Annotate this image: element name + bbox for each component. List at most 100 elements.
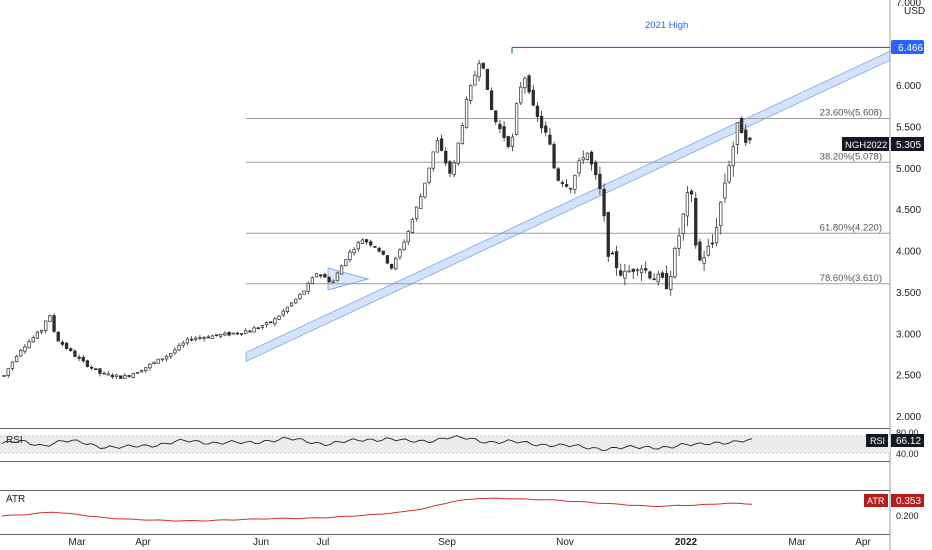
candle-body bbox=[748, 137, 752, 141]
time-tick-label: Sep bbox=[438, 537, 456, 548]
high-price-label: 6.466 bbox=[898, 43, 923, 54]
fibonacci-levels: 23.60%(5.608) 38.20%(5.078) 61.80%(4.220) 7… bbox=[246, 107, 890, 285]
time-tick-label: Nov bbox=[556, 537, 574, 548]
candle-body bbox=[81, 357, 85, 362]
candle-body bbox=[98, 368, 102, 374]
candle-body bbox=[506, 136, 510, 147]
candle-body bbox=[123, 375, 127, 379]
candle-body bbox=[127, 375, 131, 377]
candle-body bbox=[439, 138, 444, 151]
candle-body bbox=[681, 213, 685, 234]
candle-body bbox=[594, 162, 598, 176]
candle-body bbox=[2, 375, 6, 377]
yearly-high-line[interactable] bbox=[511, 46, 890, 54]
candle-body bbox=[219, 334, 223, 337]
candle-body bbox=[464, 99, 469, 128]
candle-body bbox=[735, 122, 740, 145]
pennant-pattern[interactable] bbox=[327, 267, 370, 291]
candle-body bbox=[477, 63, 481, 78]
candle-body bbox=[119, 375, 123, 379]
candle-body bbox=[327, 277, 331, 283]
candle-body bbox=[385, 255, 390, 264]
trend-channel[interactable] bbox=[245, 50, 891, 363]
atr-line bbox=[1, 497, 753, 522]
candle-body bbox=[169, 352, 173, 357]
candle-body bbox=[89, 366, 94, 369]
candle-body bbox=[460, 124, 465, 144]
price-tick-label: 2.000 bbox=[896, 412, 921, 423]
candle-body bbox=[485, 68, 490, 90]
candle-body bbox=[277, 315, 281, 320]
price-tick-label: 6.000 bbox=[896, 81, 921, 92]
candle-body bbox=[298, 294, 302, 299]
candle-body bbox=[314, 273, 319, 278]
candle-body bbox=[369, 241, 373, 246]
time-tick-label: Apr bbox=[135, 537, 151, 548]
candle-body bbox=[52, 315, 56, 332]
candle-body bbox=[356, 242, 360, 250]
candle-body bbox=[6, 368, 10, 376]
price-tick-label: 4.000 bbox=[896, 247, 921, 258]
high-price-tag bbox=[891, 40, 924, 54]
candle-body bbox=[269, 321, 273, 324]
candle-body bbox=[214, 334, 219, 337]
candle-body bbox=[14, 355, 19, 363]
candle-body bbox=[110, 374, 115, 378]
candle-body bbox=[677, 235, 681, 249]
candle-body bbox=[698, 241, 702, 261]
candle-body bbox=[44, 320, 48, 331]
candle-body bbox=[160, 358, 165, 361]
candle-body bbox=[406, 230, 410, 243]
candle-body bbox=[502, 126, 506, 138]
candle-body bbox=[164, 355, 169, 360]
candle-body bbox=[69, 348, 73, 351]
candle-body bbox=[131, 373, 135, 378]
candle-body bbox=[510, 136, 515, 147]
price-tick-label: 3.000 bbox=[896, 329, 921, 340]
candle-body bbox=[344, 259, 348, 266]
atr-tick: 0.200 bbox=[896, 511, 919, 521]
candle-body bbox=[173, 349, 177, 354]
candle-body bbox=[727, 165, 731, 183]
candle-body bbox=[10, 361, 15, 369]
candle-body bbox=[102, 372, 106, 375]
candle-body bbox=[589, 151, 594, 165]
candle-body bbox=[519, 86, 523, 104]
candle-body bbox=[310, 277, 315, 284]
price-tick-label: 7.000 bbox=[896, 0, 921, 9]
candle-body bbox=[389, 263, 394, 269]
trend-channel-band[interactable] bbox=[245, 50, 891, 363]
candle-body bbox=[619, 270, 623, 276]
candle-body bbox=[194, 337, 198, 340]
candle-body bbox=[73, 350, 77, 357]
candle-body bbox=[573, 174, 577, 190]
candle-body bbox=[623, 270, 627, 279]
candle-body bbox=[281, 310, 285, 316]
candle-body bbox=[548, 134, 552, 145]
candle-body bbox=[410, 219, 415, 233]
candle-body bbox=[514, 103, 519, 136]
candle-body bbox=[235, 332, 240, 335]
candle-body bbox=[23, 346, 27, 352]
rsi-value-label: 66.12 bbox=[896, 436, 921, 447]
candle-body bbox=[648, 271, 652, 279]
candle-body bbox=[185, 338, 190, 344]
candle-body bbox=[339, 265, 344, 275]
candle-body bbox=[602, 188, 606, 217]
candle-body bbox=[352, 249, 356, 254]
candle-body bbox=[656, 273, 660, 283]
candle-body bbox=[664, 273, 669, 290]
candle-body bbox=[177, 344, 181, 351]
candle-body bbox=[731, 146, 735, 167]
candle-body bbox=[564, 184, 569, 187]
candle-body bbox=[523, 77, 527, 89]
candle-body bbox=[94, 368, 98, 370]
candle-body bbox=[273, 318, 277, 325]
candle-body bbox=[135, 371, 140, 374]
candle-body bbox=[285, 306, 290, 312]
time-tick-label: Apr bbox=[855, 537, 871, 548]
candle-body bbox=[373, 245, 377, 248]
candle-body bbox=[319, 274, 323, 277]
rsi-value-tag bbox=[891, 434, 924, 447]
